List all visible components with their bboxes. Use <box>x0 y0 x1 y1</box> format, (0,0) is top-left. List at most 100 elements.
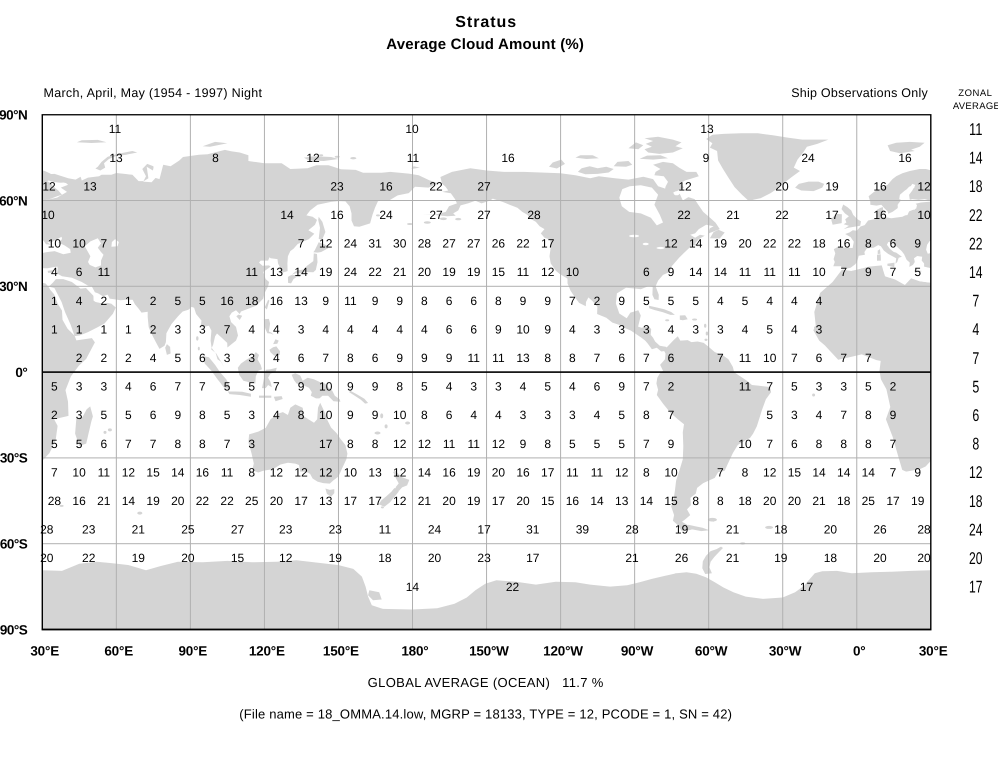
svg-text:5: 5 <box>51 380 58 394</box>
svg-text:16: 16 <box>379 179 393 193</box>
svg-text:10: 10 <box>48 237 62 251</box>
svg-text:9: 9 <box>372 408 379 422</box>
svg-text:9: 9 <box>890 408 897 422</box>
svg-text:5: 5 <box>668 294 675 308</box>
svg-text:9: 9 <box>174 408 181 422</box>
svg-text:17: 17 <box>319 437 333 451</box>
svg-text:7: 7 <box>322 351 329 365</box>
svg-text:25: 25 <box>862 494 876 508</box>
svg-text:12: 12 <box>492 437 506 451</box>
svg-text:18: 18 <box>738 494 752 508</box>
svg-text:31: 31 <box>526 523 540 537</box>
svg-text:9: 9 <box>703 151 710 165</box>
svg-text:3: 3 <box>618 322 625 336</box>
svg-text:19: 19 <box>825 179 839 193</box>
svg-text:3: 3 <box>248 408 255 422</box>
svg-text:7: 7 <box>100 237 107 251</box>
svg-text:3: 3 <box>692 322 699 336</box>
svg-text:21: 21 <box>726 551 740 565</box>
svg-text:21: 21 <box>132 523 146 537</box>
svg-text:19: 19 <box>714 237 728 251</box>
svg-text:11: 11 <box>763 265 776 279</box>
svg-text:13: 13 <box>615 494 629 508</box>
svg-text:6: 6 <box>298 351 305 365</box>
svg-text:12: 12 <box>319 466 333 480</box>
svg-text:14: 14 <box>969 263 983 282</box>
svg-text:5: 5 <box>766 322 773 336</box>
svg-text:4: 4 <box>791 294 798 308</box>
svg-text:24: 24 <box>428 523 442 537</box>
svg-text:15: 15 <box>146 466 160 480</box>
svg-text:16: 16 <box>330 208 344 222</box>
svg-text:22: 22 <box>516 237 530 251</box>
svg-text:3: 3 <box>470 380 477 394</box>
svg-text:10: 10 <box>72 466 86 480</box>
svg-text:7: 7 <box>890 437 897 451</box>
svg-text:9: 9 <box>520 437 527 451</box>
svg-text:20: 20 <box>917 551 931 565</box>
svg-text:12: 12 <box>763 466 777 480</box>
svg-text:11: 11 <box>98 265 111 279</box>
svg-text:ZONAL: ZONAL <box>958 88 992 99</box>
svg-text:30°E: 30°E <box>30 643 59 658</box>
svg-text:4: 4 <box>569 322 576 336</box>
svg-text:6: 6 <box>150 408 157 422</box>
svg-text:14: 14 <box>812 466 826 480</box>
svg-text:150°E: 150°E <box>323 643 359 658</box>
svg-text:9: 9 <box>544 294 551 308</box>
svg-text:3: 3 <box>840 380 847 394</box>
svg-text:7: 7 <box>150 437 157 451</box>
svg-text:7: 7 <box>569 294 576 308</box>
svg-text:6: 6 <box>76 265 83 279</box>
svg-text:3: 3 <box>643 322 650 336</box>
svg-text:22: 22 <box>969 234 983 253</box>
svg-text:GLOBAL AVERAGE (OCEAN) 11.7: GLOBAL AVERAGE (OCEAN) 11.7 % <box>368 675 604 690</box>
svg-text:30°E: 30°E <box>919 643 948 658</box>
svg-text:25: 25 <box>181 523 195 537</box>
svg-text:12: 12 <box>42 179 56 193</box>
svg-text:10: 10 <box>763 351 777 365</box>
svg-text:14: 14 <box>969 149 983 168</box>
svg-text:16: 16 <box>873 208 887 222</box>
svg-text:12: 12 <box>969 463 983 482</box>
svg-text:8: 8 <box>816 437 823 451</box>
svg-text:20: 20 <box>738 237 752 251</box>
svg-text:8: 8 <box>199 437 206 451</box>
svg-text:15: 15 <box>231 551 245 565</box>
svg-text:4: 4 <box>816 294 823 308</box>
svg-text:19: 19 <box>467 466 481 480</box>
svg-text:11: 11 <box>739 265 752 279</box>
svg-text:5: 5 <box>174 351 181 365</box>
svg-text:5: 5 <box>125 408 132 422</box>
svg-text:8: 8 <box>212 151 219 165</box>
svg-text:8: 8 <box>421 294 428 308</box>
svg-text:16: 16 <box>442 466 456 480</box>
svg-text:16: 16 <box>501 151 515 165</box>
svg-text:11: 11 <box>739 351 752 365</box>
svg-text:20: 20 <box>171 494 185 508</box>
svg-text:18: 18 <box>969 177 983 196</box>
svg-text:27: 27 <box>442 237 456 251</box>
svg-text:17: 17 <box>526 551 540 565</box>
svg-text:23: 23 <box>329 523 343 537</box>
svg-text:21: 21 <box>726 208 740 222</box>
svg-text:4: 4 <box>248 322 255 336</box>
svg-text:9: 9 <box>914 466 921 480</box>
svg-text:3: 3 <box>520 408 527 422</box>
svg-text:7: 7 <box>224 322 231 336</box>
svg-text:17: 17 <box>886 494 900 508</box>
svg-text:13: 13 <box>270 265 284 279</box>
svg-text:9: 9 <box>495 322 502 336</box>
svg-text:60°N: 60°N <box>0 193 27 208</box>
svg-text:11: 11 <box>591 466 604 480</box>
svg-text:5: 5 <box>766 408 773 422</box>
svg-text:2: 2 <box>100 351 107 365</box>
svg-text:3: 3 <box>199 322 206 336</box>
svg-text:11: 11 <box>467 351 480 365</box>
svg-text:17: 17 <box>294 494 308 508</box>
svg-text:10: 10 <box>72 237 86 251</box>
svg-text:10: 10 <box>516 322 530 336</box>
svg-text:90°E: 90°E <box>178 643 207 658</box>
svg-text:17: 17 <box>344 494 358 508</box>
svg-text:11: 11 <box>221 466 234 480</box>
